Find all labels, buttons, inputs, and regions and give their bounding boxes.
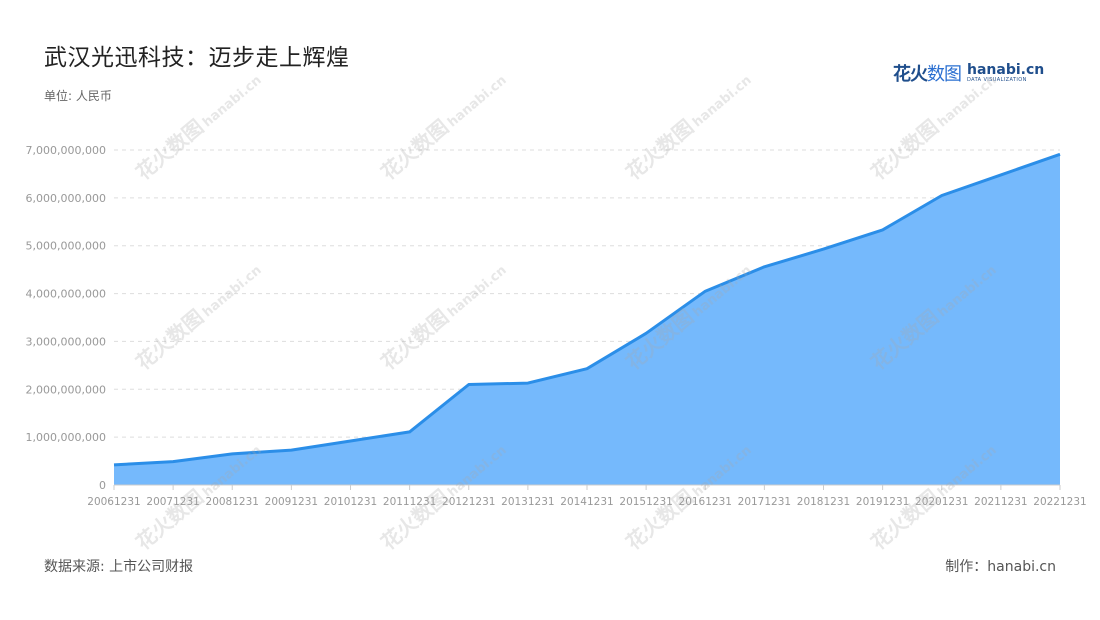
logo-cn-light: 数图 [927, 64, 962, 85]
x-tick-label: 20081231 [206, 496, 259, 508]
x-tick-label: 20211231 [974, 496, 1027, 508]
x-tick-label: 20141231 [560, 496, 613, 508]
y-tick-label: 0 [99, 479, 106, 492]
y-tick-label: 7,000,000,000 [26, 144, 106, 157]
x-tick-label: 20171231 [738, 496, 791, 508]
y-tick-label: 6,000,000,000 [26, 192, 106, 205]
x-tick-label: 20201231 [915, 496, 968, 508]
logo-en: hanabi.cn DATA VISUALIZATION [967, 63, 1044, 83]
unit-label: 单位: 人民币 [44, 89, 112, 103]
y-tick-label: 5,000,000,000 [26, 240, 106, 253]
area-series [113, 152, 1061, 486]
logo-cn: 花火数图 [893, 60, 962, 86]
data-source-label: 数据来源: 上市公司财报 [44, 559, 194, 575]
x-tick-label: 20191231 [856, 496, 909, 508]
area-fill [114, 154, 1060, 486]
x-tick-label: 20111231 [383, 496, 436, 508]
credit-label: 制作：hanabi.cn [945, 559, 1056, 575]
logo-cn-bold: 花火 [893, 64, 928, 85]
x-tick-label: 20221231 [1033, 496, 1086, 508]
brand-logo: 花火数图 hanabi.cn DATA VISUALIZATION [893, 60, 1044, 86]
x-tick-label: 20121231 [442, 496, 495, 508]
x-tick-label: 20061231 [87, 496, 140, 508]
x-tick-label: 20101231 [324, 496, 377, 508]
y-tick-label: 2,000,000,000 [26, 383, 106, 396]
chart-title: 武汉光迅科技：迈步走上辉煌 [44, 45, 350, 71]
x-tick-label: 20071231 [146, 496, 199, 508]
x-tick-label: 20151231 [619, 496, 672, 508]
x-axis: 20061231 20071231 20081231 20091231 20101231… [87, 484, 1087, 508]
logo-en-sub: DATA VISUALIZATION [967, 77, 1027, 83]
logo-en-main: hanabi.cn [967, 62, 1045, 78]
y-axis: 0 1,000,000,000 2,000,000,000 3,000,000,000… [26, 144, 106, 492]
x-tick-label: 20181231 [797, 496, 850, 508]
x-tick-label: 20091231 [265, 496, 318, 508]
y-tick-label: 1,000,000,000 [26, 431, 106, 444]
y-tick-label: 3,000,000,000 [26, 335, 106, 348]
x-tick-label: 20161231 [679, 496, 732, 508]
x-tick-label: 20131231 [501, 496, 554, 508]
y-tick-label: 4,000,000,000 [26, 288, 106, 301]
